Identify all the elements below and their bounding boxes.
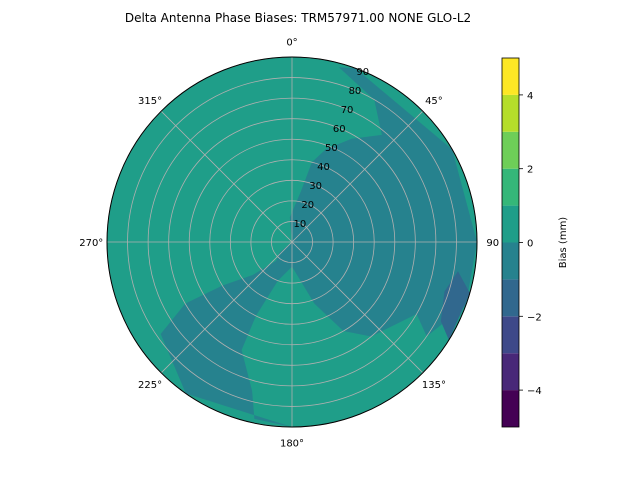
chart-title: Delta Antenna Phase Biases: TRM57971.00 …	[125, 11, 471, 25]
colorbar-tick-label: −2	[527, 312, 542, 323]
theta-gridline	[291, 241, 424, 374]
r-tick-label: 20	[301, 200, 314, 211]
r-tick-label: 40	[317, 162, 330, 173]
colorbar-tick-label: −4	[527, 386, 542, 397]
colorbar-band	[502, 390, 519, 427]
colorbar-band	[502, 242, 519, 280]
colorbar-band	[502, 168, 519, 206]
r-tick-label: 90	[356, 67, 369, 78]
colorbar-band	[502, 205, 519, 243]
theta-tick-label: 225°	[138, 380, 162, 391]
theta-gridline	[291, 110, 424, 243]
theta-tick-label: 45°	[425, 96, 443, 107]
r-tick-label: 60	[333, 124, 346, 135]
r-tick-label: 30	[309, 181, 322, 192]
r-tick-label: 80	[349, 86, 362, 97]
r-tick-label: 50	[325, 143, 338, 154]
colorbar-tick-label: 2	[527, 165, 533, 176]
polar-frame	[106, 56, 478, 428]
theta-gridline	[160, 110, 293, 243]
r-tick-label: 70	[341, 105, 354, 116]
colorbar-band	[502, 94, 519, 132]
theta-tick-label: 315°	[138, 96, 162, 107]
contour-region-1	[160, 67, 477, 427]
colorbar-tick-label: 0	[527, 239, 533, 250]
colorbar-band	[502, 131, 519, 169]
theta-tick-label: 90	[486, 238, 499, 249]
colorbar-tick-label: 4	[527, 91, 533, 102]
theta-gridline	[160, 241, 293, 374]
colorbar-band	[502, 279, 519, 317]
theta-tick-label: 180°	[280, 439, 304, 450]
colorbar-label: Bias (mm)	[558, 217, 569, 269]
r-tick-label: 10	[293, 219, 306, 230]
colorbar-band	[502, 353, 519, 391]
colorbar-band	[502, 316, 519, 354]
theta-tick-label: 270°	[79, 238, 103, 249]
theta-tick-label: 0°	[286, 37, 297, 48]
theta-tick-label: 135°	[422, 380, 446, 391]
colorbar-band	[502, 58, 519, 95]
contour-region-2	[440, 271, 470, 341]
